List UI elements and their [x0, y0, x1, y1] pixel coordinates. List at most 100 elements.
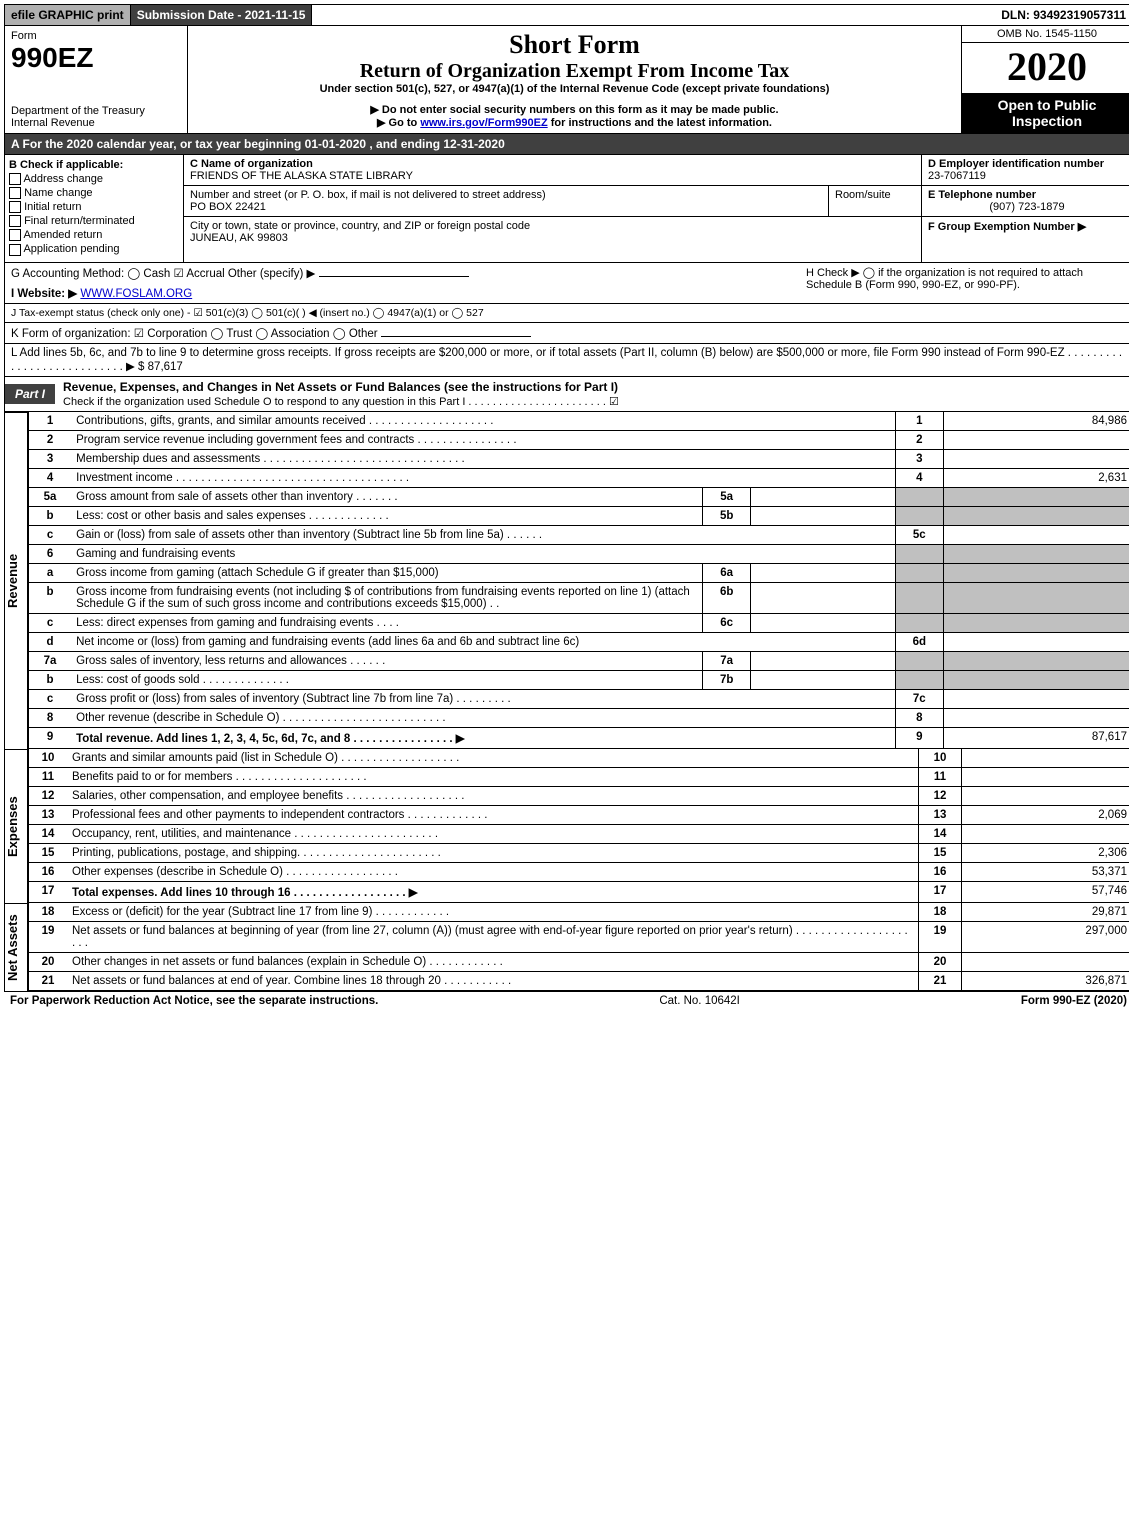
table-row: 3Membership dues and assessments . . . .… [29, 449, 1129, 468]
table-row: 6Gaming and fundraising events [29, 544, 1129, 563]
line-gh: G Accounting Method: ◯ Cash ☑ Accrual Ot… [4, 263, 1129, 304]
title-return: Return of Organization Exempt From Incom… [192, 60, 957, 83]
line-desc: Total revenue. Add lines 1, 2, 3, 4, 5c,… [71, 727, 895, 748]
footer-left: For Paperwork Reduction Act Notice, see … [10, 995, 378, 1007]
line-desc: Less: cost or other basis and sales expe… [71, 506, 703, 525]
table-row: 11Benefits paid to or for members . . . … [29, 767, 1129, 786]
table-row: bLess: cost or other basis and sales exp… [29, 506, 1129, 525]
table-row: 14Occupancy, rent, utilities, and mainte… [29, 824, 1129, 843]
line-desc: Less: direct expenses from gaming and fu… [71, 613, 703, 632]
box-d-label: D Employer identification number [928, 158, 1126, 170]
table-row: 12Salaries, other compensation, and empl… [29, 786, 1129, 805]
ein-value: 23-7067119 [928, 170, 1126, 182]
check-name-change[interactable]: Name change [9, 187, 179, 199]
check-final-return[interactable]: Final return/terminated [9, 215, 179, 227]
check-address-change[interactable]: Address change [9, 173, 179, 185]
line-j: J Tax-exempt status (check only one) - ☑… [4, 304, 1129, 323]
line-desc: Membership dues and assessments . . . . … [71, 449, 895, 468]
line-desc: Contributions, gifts, grants, and simila… [71, 412, 895, 431]
line-desc: Net assets or fund balances at end of ye… [67, 971, 919, 990]
table-row: 20Other changes in net assets or fund ba… [29, 952, 1129, 971]
table-row: bLess: cost of goods sold . . . . . . . … [29, 670, 1129, 689]
table-row: cGross profit or (loss) from sales of in… [29, 689, 1129, 708]
table-row: 2Program service revenue including gover… [29, 430, 1129, 449]
table-row: 4Investment income . . . . . . . . . . .… [29, 468, 1129, 487]
street-label: Number and street (or P. O. box, if mail… [190, 189, 822, 201]
line-desc: Less: cost of goods sold . . . . . . . .… [71, 670, 703, 689]
efile-print-button[interactable]: efile GRAPHIC print [5, 5, 131, 25]
line-desc: Benefits paid to or for members . . . . … [67, 767, 919, 786]
table-row: dNet income or (loss) from gaming and fu… [29, 632, 1129, 651]
form-number: 990EZ [11, 42, 181, 74]
room-label: Room/suite [829, 186, 921, 216]
table-row: 8Other revenue (describe in Schedule O) … [29, 708, 1129, 727]
table-row: 16Other expenses (describe in Schedule O… [29, 862, 1129, 881]
line-desc: Salaries, other compensation, and employ… [67, 786, 919, 805]
form-header: Form 990EZ Department of the Treasury In… [4, 26, 1129, 134]
footer-mid: Cat. No. 10642I [659, 995, 740, 1007]
line-desc: Excess or (deficit) for the year (Subtra… [67, 903, 919, 922]
table-row: aGross income from gaming (attach Schedu… [29, 563, 1129, 582]
table-row: cGain or (loss) from sale of assets othe… [29, 525, 1129, 544]
check-initial-return[interactable]: Initial return [9, 201, 179, 213]
box-e-label: E Telephone number [928, 189, 1126, 201]
box-def: D Employer identification number 23-7067… [921, 155, 1129, 262]
goto-post: for instructions and the latest informat… [548, 117, 772, 129]
table-row: 18Excess or (deficit) for the year (Subt… [29, 903, 1129, 922]
expenses-section: Expenses 10Grants and similar amounts pa… [4, 749, 1129, 903]
table-row: 19Net assets or fund balances at beginni… [29, 921, 1129, 952]
box-f-label: F Group Exemption Number ▶ [928, 220, 1126, 233]
line-desc: Gross income from fundraising events (no… [71, 582, 703, 613]
omb-number: OMB No. 1545-1150 [962, 26, 1129, 43]
open-inspection: Open to Public Inspection [962, 93, 1129, 133]
box-b: B Check if applicable: Address change Na… [5, 155, 184, 262]
goto-pre: ▶ Go to [377, 117, 420, 129]
irs-link[interactable]: www.irs.gov/Form990EZ [420, 117, 547, 129]
org-name: FRIENDS OF THE ALASKA STATE LIBRARY [190, 170, 915, 182]
line-desc: Other changes in net assets or fund bala… [67, 952, 919, 971]
table-row: 7aGross sales of inventory, less returns… [29, 651, 1129, 670]
line-l: L Add lines 5b, 6c, and 7b to line 9 to … [4, 344, 1129, 377]
check-amended-return[interactable]: Amended return [9, 229, 179, 241]
netassets-table: 18Excess or (deficit) for the year (Subt… [28, 903, 1129, 991]
city-label: City or town, state or province, country… [190, 220, 915, 232]
line-desc: Occupancy, rent, utilities, and maintena… [67, 824, 919, 843]
line-desc: Grants and similar amounts paid (list in… [67, 749, 919, 768]
footer: For Paperwork Reduction Act Notice, see … [4, 991, 1129, 1010]
top-bar: efile GRAPHIC print Submission Date - 20… [4, 4, 1129, 26]
line-desc: Gain or (loss) from sale of assets other… [71, 525, 895, 544]
revenue-section: Revenue 1Contributions, gifts, grants, a… [4, 412, 1129, 749]
table-row: cLess: direct expenses from gaming and f… [29, 613, 1129, 632]
line-desc: Gross amount from sale of assets other t… [71, 487, 703, 506]
part1-title: Revenue, Expenses, and Changes in Net As… [55, 377, 1129, 411]
website-link[interactable]: WWW.FOSLAM.ORG [80, 288, 192, 300]
dln: DLN: 93492319057311 [995, 5, 1129, 25]
part1-label: Part I [5, 384, 55, 404]
line-desc: Investment income . . . . . . . . . . . … [71, 468, 895, 487]
line-desc: Professional fees and other payments to … [67, 805, 919, 824]
netassets-label: Net Assets [4, 903, 28, 991]
check-application-pending[interactable]: Application pending [9, 243, 179, 255]
line-desc: Program service revenue including govern… [71, 430, 895, 449]
header-center: Short Form Return of Organization Exempt… [188, 26, 962, 133]
box-c-label: C Name of organization [190, 158, 915, 170]
line-k: K Form of organization: ☑ Corporation ◯ … [4, 323, 1129, 344]
revenue-label: Revenue [4, 412, 28, 749]
box-c: C Name of organization FRIENDS OF THE AL… [184, 155, 921, 262]
netassets-section: Net Assets 18Excess or (deficit) for the… [4, 903, 1129, 991]
line-desc: Gaming and fundraising events [71, 544, 895, 563]
line-desc: Other expenses (describe in Schedule O) … [67, 862, 919, 881]
line-g: G Accounting Method: ◯ Cash ☑ Accrual Ot… [11, 268, 315, 280]
phone-value: (907) 723-1879 [928, 201, 1126, 213]
header-left: Form 990EZ Department of the Treasury In… [5, 26, 188, 133]
table-row: 5aGross amount from sale of assets other… [29, 487, 1129, 506]
line-i-pre: I Website: ▶ [11, 288, 77, 300]
table-row: 17Total expenses. Add lines 10 through 1… [29, 881, 1129, 902]
line-desc: Gross income from gaming (attach Schedul… [71, 563, 703, 582]
table-row: 13Professional fees and other payments t… [29, 805, 1129, 824]
tax-year: 2020 [962, 43, 1129, 93]
expenses-label: Expenses [4, 749, 28, 903]
goto-note: ▶ Go to www.irs.gov/Form990EZ for instru… [192, 116, 957, 129]
table-row: 15Printing, publications, postage, and s… [29, 843, 1129, 862]
line-desc: Net income or (loss) from gaming and fun… [71, 632, 895, 651]
